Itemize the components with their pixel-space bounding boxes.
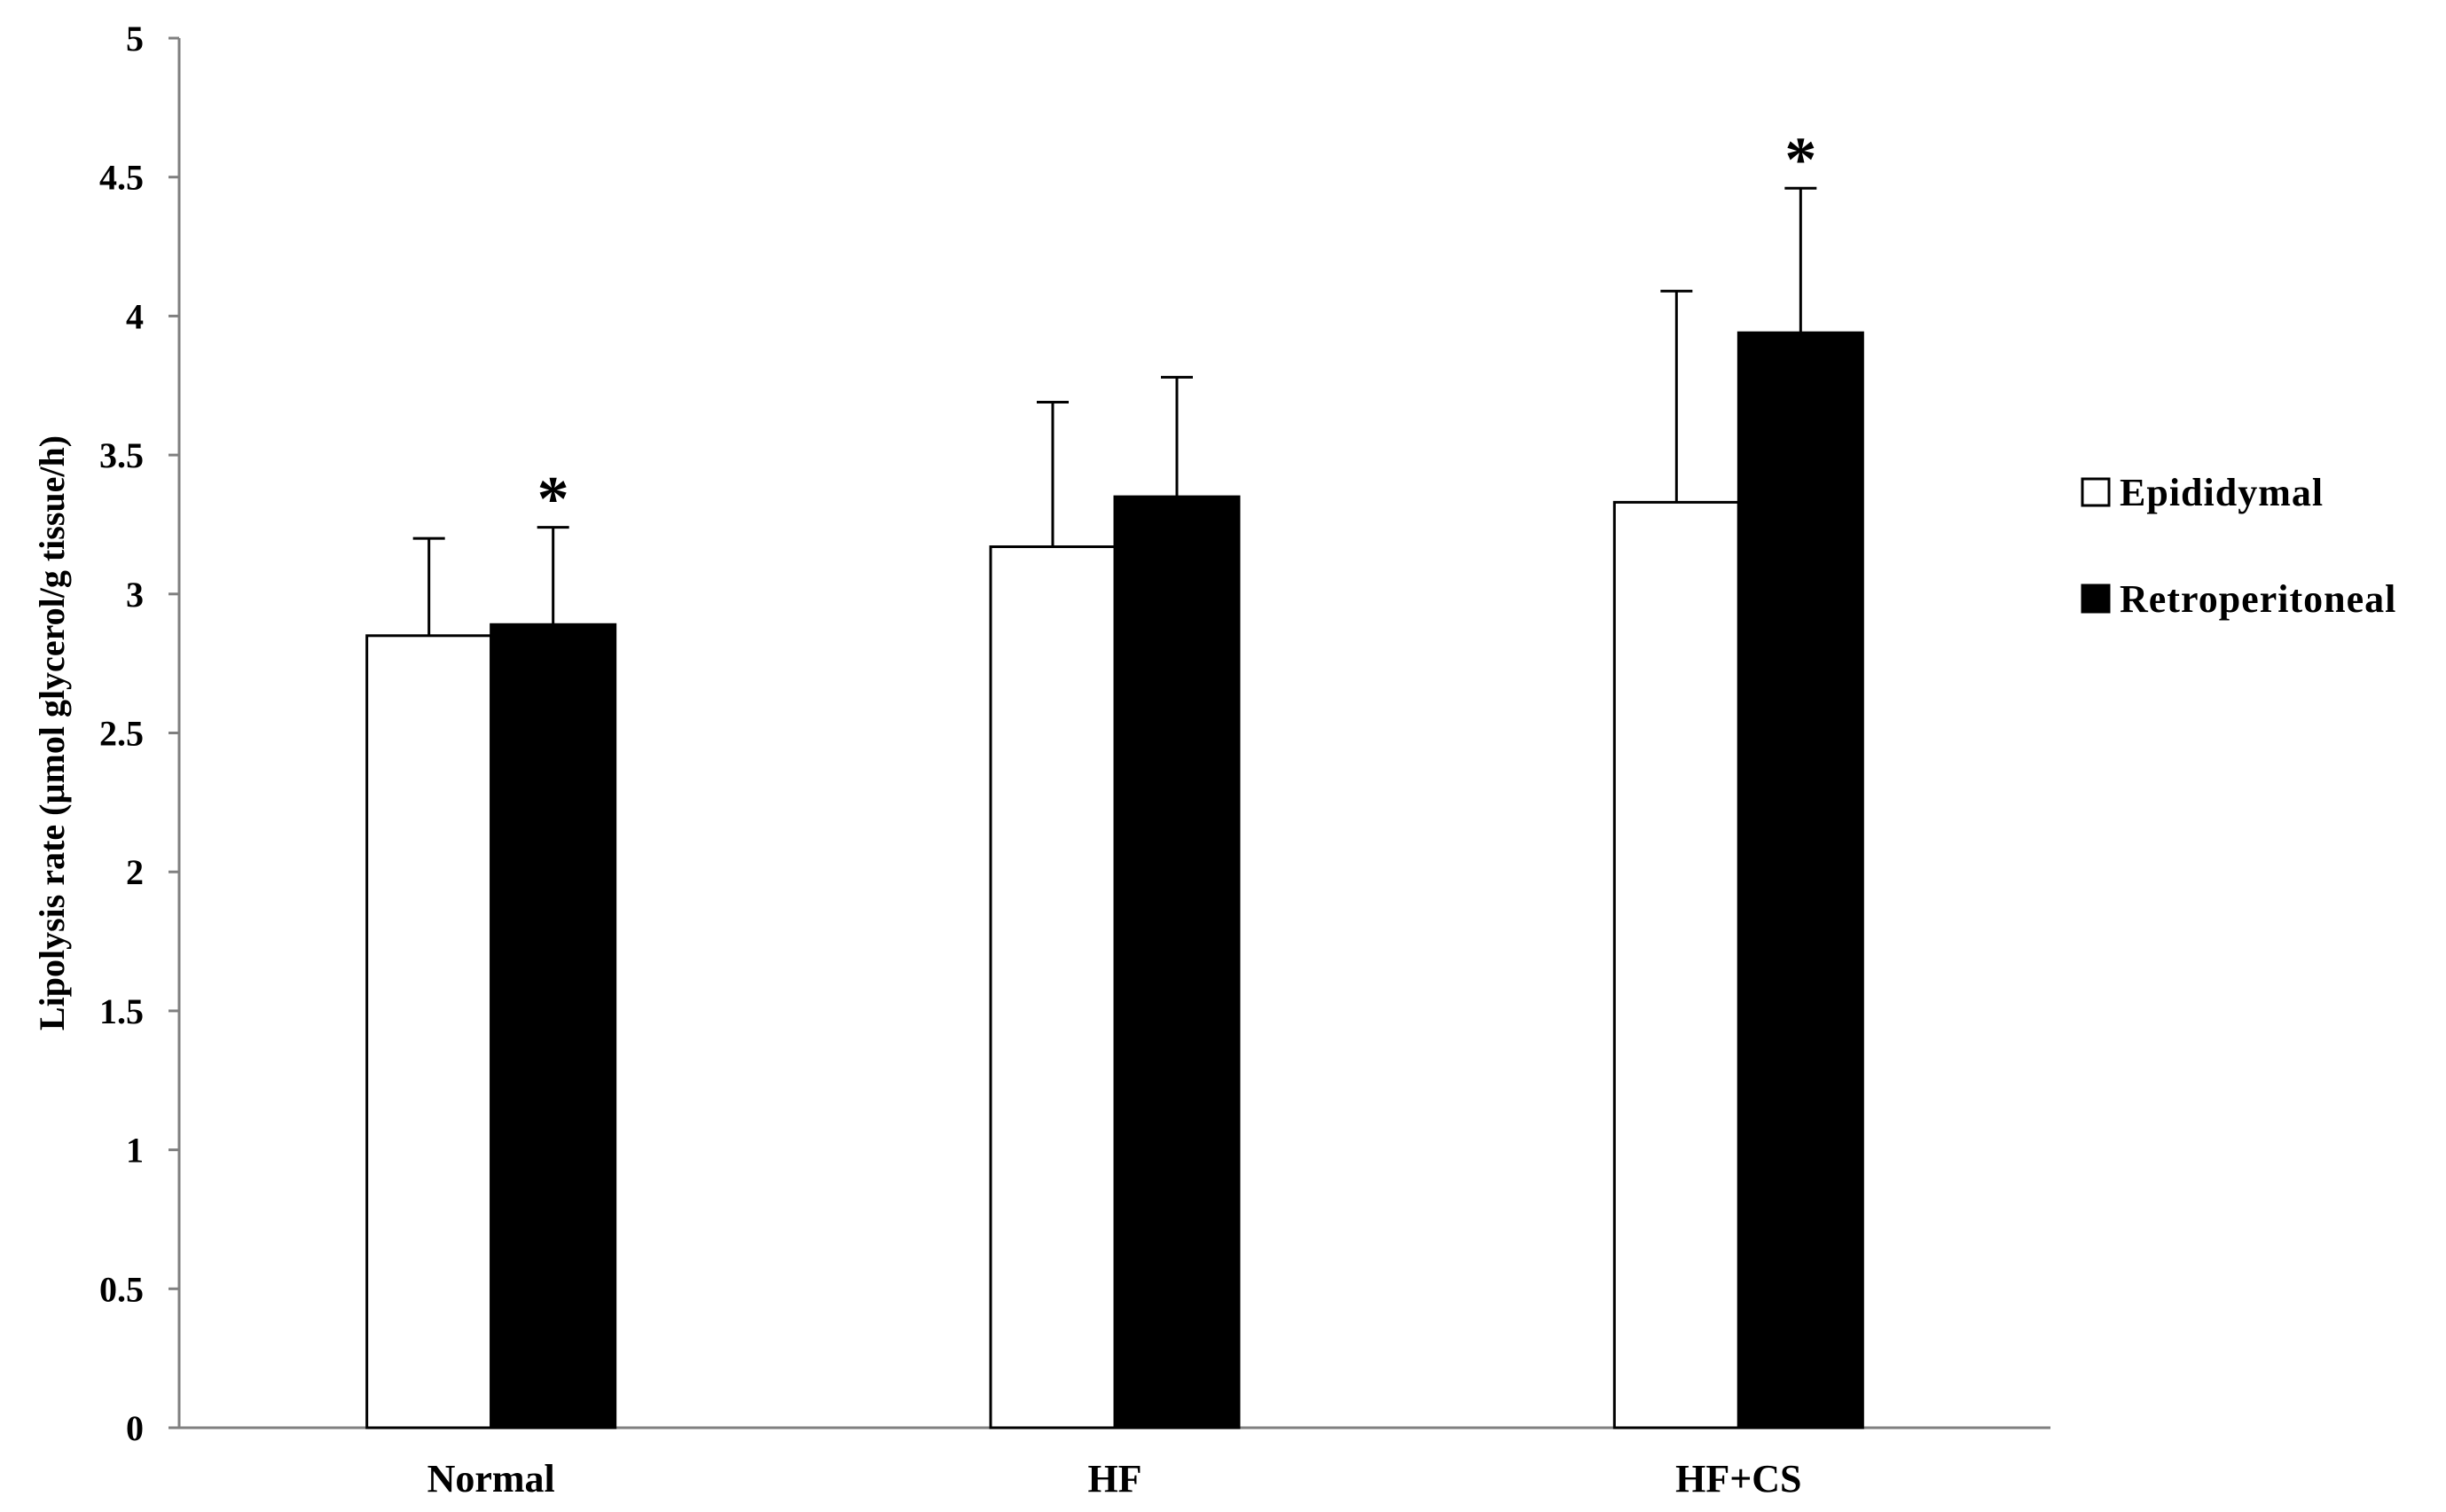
legend-swatch <box>2081 477 2111 507</box>
y-tick-label: 4.5 <box>99 158 144 198</box>
y-tick-label: 1 <box>126 1131 144 1171</box>
legend-swatch <box>2081 584 2111 614</box>
y-tick-label: 3.5 <box>99 435 144 475</box>
bar-retroperitoneal-hf-cs <box>1737 331 1864 1430</box>
legend-label: Retroperitoneal <box>2120 577 2396 621</box>
y-tick-label: 5 <box>126 19 144 59</box>
bar-retroperitoneal-normal <box>490 623 617 1430</box>
category-labels: Normal HF HF+CS <box>427 1457 1802 1500</box>
significance-marker: * <box>1784 124 1816 195</box>
x-category-label: Normal <box>427 1457 555 1500</box>
y-ticks: 0 0.5 1 1.5 2 2.5 3 3.5 4 4.5 5 <box>99 19 179 1448</box>
bar-epididymal-normal <box>365 634 493 1430</box>
legend-label: Epididymal <box>2120 471 2324 514</box>
y-tick-label: 0 <box>126 1408 144 1448</box>
x-category-label: HF <box>1087 1457 1141 1500</box>
bar-retroperitoneal-hf <box>1113 495 1241 1430</box>
bar-epididymal-hf <box>989 545 1117 1430</box>
bar-epididymal-hf-cs <box>1612 500 1740 1430</box>
y-tick-label: 2 <box>126 852 144 892</box>
y-tick-label: 1.5 <box>99 991 144 1031</box>
legend: Epididymal Retroperitoneal <box>2081 471 2396 621</box>
y-tick-label: 2.5 <box>99 714 144 754</box>
x-category-label: HF+CS <box>1675 1457 1801 1500</box>
y-tick-label: 3 <box>126 575 144 615</box>
significance-marker: * <box>537 464 569 535</box>
y-tick-label: 0.5 <box>99 1269 144 1309</box>
y-tick-label: 4 <box>126 296 144 336</box>
y-axis-title: Lipolysis rate (µmol glycerol/g tissue/h… <box>32 435 72 1030</box>
bars: ** <box>365 124 1864 1430</box>
